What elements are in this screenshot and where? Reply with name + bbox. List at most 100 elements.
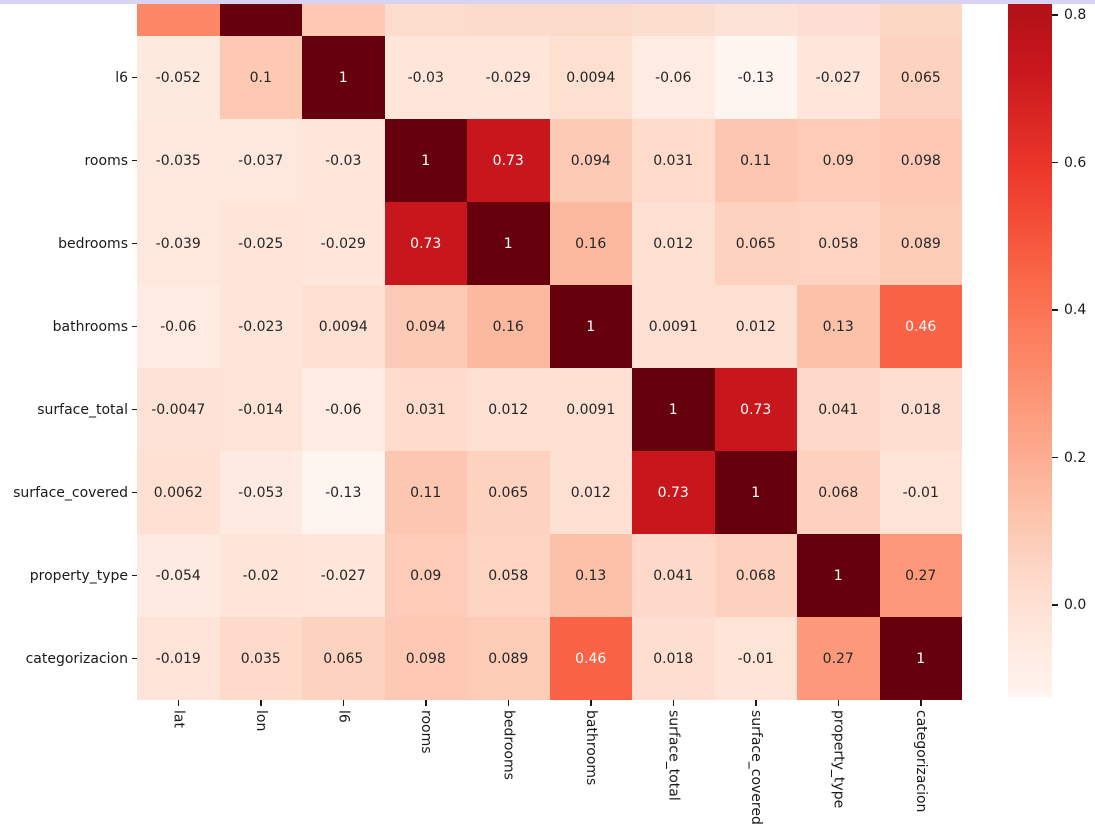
heatmap-cell: 0.73 <box>714 368 797 451</box>
x-tick-mark <box>342 700 344 706</box>
heatmap-row: -0.035 -0.037 -0.03 1 0.73 0.094 0.031 0.11 0.09… <box>137 119 962 202</box>
heatmap-cell <box>384 4 467 36</box>
y-tick-label: l6 <box>115 69 128 86</box>
heatmap-cell: 0.035 <box>219 617 302 700</box>
heatmap-cell: 0.089 <box>879 202 962 285</box>
heatmap-cell: -0.13 <box>714 36 797 119</box>
heatmap-cell: 0.16 <box>467 285 550 368</box>
heatmap-cell: -0.027 <box>797 36 880 119</box>
x-tick-label: bedrooms <box>500 710 517 780</box>
heatmap-cell: 1 <box>302 36 385 119</box>
heatmap-cell: -0.029 <box>302 202 385 285</box>
heatmap-row: -0.06 -0.023 0.0094 0.094 0.16 1 0.0091 0.012 0.… <box>137 285 962 368</box>
heatmap-cell: 0.73 <box>467 119 550 202</box>
heatmap-cell: 0.0091 <box>549 368 632 451</box>
heatmap-row <box>137 4 962 36</box>
heatmap-cell: 0.012 <box>549 451 632 534</box>
heatmap-row: -0.0047 -0.014 -0.06 0.031 0.012 0.0091 1 0.73 0… <box>137 368 962 451</box>
heatmap-cell: 0.27 <box>797 617 880 700</box>
heatmap-row: 0.0062 -0.053 -0.13 0.11 0.065 0.012 0.73 1 0.06… <box>137 451 962 534</box>
heatmap-cell: 0.065 <box>879 36 962 119</box>
heatmap-cell: 0.041 <box>797 368 880 451</box>
heatmap-cell <box>714 4 797 36</box>
x-tick-label: lon <box>252 710 269 732</box>
heatmap-grid: -0.052 0.1 1 -0.03 -0.029 0.0094 -0.06 -0.13 -0.… <box>137 4 962 700</box>
heatmap-cell: 0.0094 <box>549 36 632 119</box>
heatmap-cell: 0.11 <box>714 119 797 202</box>
heatmap-cell: -0.01 <box>714 617 797 700</box>
x-tick-mark <box>177 700 179 706</box>
x-tick-label: lat <box>170 710 187 728</box>
heatmap-cell: 0.098 <box>384 617 467 700</box>
x-tick-mark <box>672 700 674 706</box>
heatmap-cell: -0.052 <box>137 36 220 119</box>
heatmap-cell: 0.094 <box>384 285 467 368</box>
heatmap-cell: -0.06 <box>632 36 715 119</box>
x-tick-mark <box>590 700 592 706</box>
heatmap-cell: -0.027 <box>302 534 385 617</box>
heatmap-cell <box>302 4 385 36</box>
heatmap-cell: 0.018 <box>632 617 715 700</box>
x-tick-mark <box>755 700 757 706</box>
heatmap-cell: 0.46 <box>879 285 962 368</box>
heatmap-cell <box>137 4 220 36</box>
heatmap-cell: 0.0094 <box>302 285 385 368</box>
heatmap-cell <box>549 4 632 36</box>
y-tick-mark <box>132 491 137 494</box>
heatmap-cell <box>632 4 715 36</box>
heatmap-cell: 0.065 <box>467 451 550 534</box>
heatmap-cell: -0.039 <box>137 202 220 285</box>
heatmap-cell: -0.053 <box>219 451 302 534</box>
heatmap-cell: 0.73 <box>384 202 467 285</box>
heatmap-cell: 0.031 <box>632 119 715 202</box>
y-tick-mark <box>132 657 137 660</box>
y-tick-label: surface_total <box>37 401 128 418</box>
heatmap-cell: 0.098 <box>879 119 962 202</box>
heatmap-cell: 0.089 <box>467 617 550 700</box>
y-tick-label: property_type <box>29 567 128 584</box>
x-tick-label: surface_covered <box>747 710 764 825</box>
heatmap-cell: -0.02 <box>219 534 302 617</box>
heatmap-cell: 1 <box>467 202 550 285</box>
heatmap-cell: 0.16 <box>549 202 632 285</box>
heatmap-cell: -0.019 <box>137 617 220 700</box>
heatmap-cell: -0.035 <box>137 119 220 202</box>
y-tick-label: rooms <box>84 152 128 169</box>
y-tick-mark <box>132 574 137 577</box>
y-tick-mark <box>132 76 137 79</box>
heatmap-cell: 0.0062 <box>137 451 220 534</box>
heatmap-cell: -0.03 <box>384 36 467 119</box>
colorbar-tick-mark <box>1052 604 1058 606</box>
heatmap-cell: 0.13 <box>797 285 880 368</box>
heatmap-cell: 0.09 <box>797 119 880 202</box>
heatmap-cell: 0.058 <box>467 534 550 617</box>
heatmap-cell: 0.068 <box>714 534 797 617</box>
heatmap-cell <box>467 4 550 36</box>
heatmap-cell: 0.09 <box>384 534 467 617</box>
heatmap-row: -0.019 0.035 0.065 0.098 0.089 0.46 0.018 -0.01… <box>137 617 962 700</box>
heatmap-cell: -0.03 <box>302 119 385 202</box>
heatmap-cell: 0.031 <box>384 368 467 451</box>
y-tick-label: bathrooms <box>52 318 128 335</box>
heatmap-cell: -0.037 <box>219 119 302 202</box>
colorbar-tick-label: 0.8 <box>1064 7 1087 23</box>
heatmap-cell: 1 <box>384 119 467 202</box>
x-tick-label: surface_total <box>665 710 682 801</box>
heatmap-cell: 0.058 <box>797 202 880 285</box>
heatmap-cell: -0.0047 <box>137 368 220 451</box>
heatmap-cell: -0.06 <box>302 368 385 451</box>
heatmap-cell: -0.025 <box>219 202 302 285</box>
heatmap-cell: 0.13 <box>549 534 632 617</box>
heatmap-cell: 0.018 <box>879 368 962 451</box>
heatmap-row: -0.052 0.1 1 -0.03 -0.029 0.0094 -0.06 -0.13 -0.… <box>137 36 962 119</box>
heatmap-cell: 0.065 <box>714 202 797 285</box>
heatmap-cell: -0.029 <box>467 36 550 119</box>
y-tick-label: bedrooms <box>58 235 128 252</box>
x-tick-mark <box>260 700 262 706</box>
heatmap-cell: -0.01 <box>879 451 962 534</box>
heatmap-cell <box>879 4 962 36</box>
x-tick-label: property_type <box>830 710 847 809</box>
heatmap-cell: 0.73 <box>632 451 715 534</box>
colorbar-tick-mark <box>1052 456 1058 459</box>
